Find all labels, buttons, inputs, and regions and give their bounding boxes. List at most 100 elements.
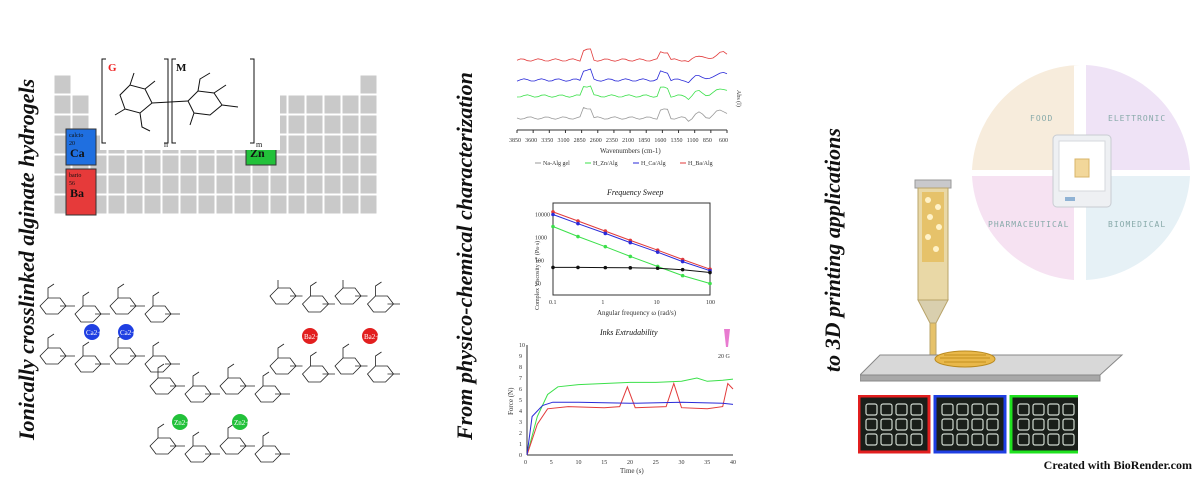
freq-point: [628, 254, 633, 259]
chain-bond: [152, 291, 180, 315]
section-title-middle: From physico-chemical characterization: [452, 72, 477, 440]
element-cell: [215, 174, 234, 195]
element-cell: [305, 154, 324, 175]
ftir-chart: 3850 3600 3350 3100 2850 2600 2350 2100 1850 1600…: [509, 48, 742, 167]
element-cell: [305, 94, 324, 115]
element-cell: [179, 174, 198, 195]
y-tick-label: 1: [519, 442, 522, 448]
element-cell: [341, 194, 360, 215]
chain-bond: [310, 281, 335, 305]
extrudability-panel: Inks Extrudability 0 5 10 15 20 25 30 35 40 0 1 2 3 4 5…: [505, 325, 745, 475]
freq-point: [628, 240, 633, 245]
x-tick-label: 850: [703, 138, 712, 144]
freq-point: [680, 259, 685, 264]
element-cell: [215, 154, 234, 175]
element-cell: [107, 194, 126, 215]
element-cell: [179, 194, 198, 215]
chain-bond: [375, 281, 400, 305]
grid-cell: [1017, 403, 1030, 416]
element-cell: [251, 174, 270, 195]
freq-point: [655, 250, 660, 254]
x-tick-label: 15: [601, 460, 607, 466]
element-cell: [197, 174, 216, 195]
x-tick-label: 2350: [606, 138, 618, 144]
section-title-right: to 3D printing applications: [820, 128, 845, 372]
chain-bond: [152, 341, 180, 365]
freq-point: [551, 212, 555, 217]
ion-label: Zn2+: [174, 419, 189, 427]
y-tick-label: 4: [519, 409, 522, 415]
grid-cell: [971, 433, 984, 446]
grid-cell: [1017, 433, 1030, 446]
m-label: M: [176, 62, 187, 74]
element-cell: [269, 194, 288, 215]
g-label: G: [108, 62, 117, 74]
element-cell: [179, 154, 198, 175]
highlight-ba: [65, 168, 97, 216]
element-cell: [305, 114, 324, 135]
chain-bond: [342, 343, 368, 367]
x-tick-label: 10: [654, 300, 660, 306]
element-cell: [341, 134, 360, 155]
chain-bond: [227, 363, 255, 387]
freq-point: [655, 266, 660, 271]
extrudability-chart: Inks Extrudability 0 5 10 15 20 25 30 35 40 0 1 2 3 4 5…: [507, 328, 736, 475]
element-cell: [341, 94, 360, 115]
element-cell: [197, 194, 216, 215]
element-cell: [323, 94, 342, 115]
x-axis-label: Wavenumbers (cm-1): [600, 147, 661, 155]
element-cell: [269, 174, 288, 195]
element-cell: [125, 174, 144, 195]
highlight-number: 56: [69, 181, 75, 187]
biomedical-label: BIOMEDICAL: [1108, 220, 1166, 229]
ion-label: Zn2+: [234, 419, 249, 427]
grid-cell: [895, 433, 908, 446]
freq-point: [576, 265, 580, 270]
alginate-structure-drawing: G M n m: [100, 55, 280, 150]
applications-panel: FOOD ELETTRONIC PHARMACEUTICAL BIOMEDICA…: [858, 55, 1200, 475]
x-tick-label: 10: [576, 460, 582, 466]
element-cell: [359, 194, 378, 215]
grid-cell: [1032, 418, 1045, 431]
printed-disc: [934, 350, 996, 368]
extrusion-series-line: [526, 401, 734, 456]
electronic-label: ELETTRONIC: [1108, 114, 1166, 123]
legend-label: H_Zn/Alg: [593, 161, 618, 167]
grid-cell: [1047, 418, 1060, 431]
freq-point: [603, 265, 608, 270]
element-cell: [359, 114, 378, 135]
element-cell: [323, 194, 342, 215]
x-tick-label: 40: [730, 460, 736, 466]
x-tick-label: 2600: [590, 138, 602, 144]
freq-point: [708, 270, 712, 275]
element-cell: [287, 114, 306, 135]
element-cell: [359, 94, 378, 115]
element-cell: [359, 174, 378, 195]
chain-bond: [192, 431, 220, 455]
grid-cell: [1032, 403, 1045, 416]
legend-label: H_Ca/Alg: [641, 161, 666, 167]
ion-label: Ca2+: [120, 329, 135, 337]
ion-label: Ba2+: [304, 333, 319, 341]
y-tick-label: 7: [519, 376, 522, 382]
x-tick-label: 3600: [525, 138, 537, 144]
ion-bead: [118, 324, 134, 340]
freq-point: [680, 267, 685, 272]
grid-cell: [986, 418, 999, 431]
element-cell: [107, 154, 126, 175]
element-cell: [323, 134, 342, 155]
printed-grid-photo: [857, 394, 931, 454]
x-tick-label: 25: [653, 460, 659, 466]
x-tick-label: 1: [601, 300, 604, 306]
grid-cell: [1047, 403, 1060, 416]
highlight-name: calcio: [69, 133, 83, 139]
freq-point: [576, 234, 580, 239]
element-cell: [71, 94, 90, 115]
grid-cell: [865, 418, 878, 431]
chain-bond: [310, 351, 335, 375]
x-tick-label: 0: [524, 460, 527, 466]
y-tick-label: 6: [519, 387, 522, 393]
grid-cell: [865, 433, 878, 446]
chain-bond: [117, 283, 145, 307]
ftir-series-line: [516, 48, 728, 63]
